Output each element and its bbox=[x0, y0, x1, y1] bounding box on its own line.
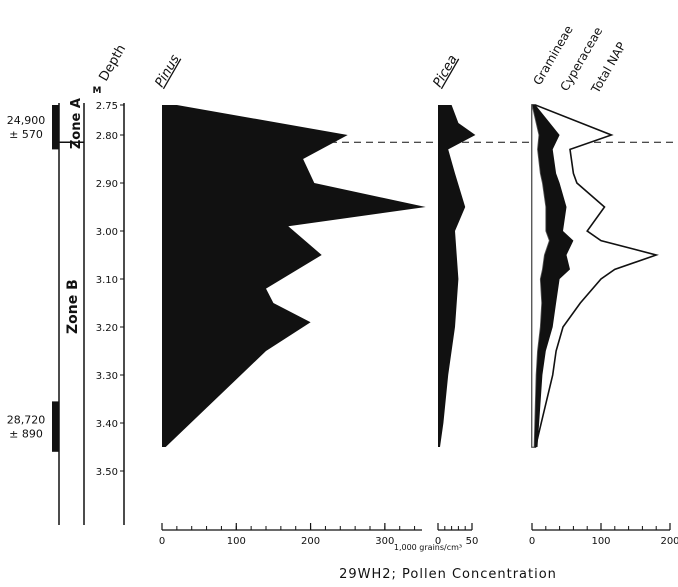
units-label: 1,000 grains/cm³ bbox=[394, 543, 462, 552]
pinus-area bbox=[162, 105, 426, 447]
x-tick-label: 100 bbox=[591, 536, 610, 547]
picea-area bbox=[438, 105, 476, 447]
x-tick-label: 100 bbox=[227, 536, 246, 547]
pinus-panel: Pinus 0 100 200 300 bbox=[152, 52, 426, 547]
date-bar bbox=[52, 401, 59, 452]
pinus-axis: 0 100 200 300 bbox=[159, 523, 422, 547]
depth-tick-label: 3.10 bbox=[96, 275, 118, 286]
picea-axis: 0 50 bbox=[435, 523, 479, 547]
zone-b-label: Zone B bbox=[65, 279, 81, 334]
depth-tick-label: 2.90 bbox=[96, 179, 118, 190]
depth-tick-label: 2.75 bbox=[96, 101, 118, 112]
depth-tick-label: 3.40 bbox=[96, 419, 118, 430]
date-error: ± 570 bbox=[9, 128, 43, 141]
x-tick-label: 200 bbox=[301, 536, 320, 547]
zone-a-label: Zone A bbox=[69, 98, 84, 149]
depth-tick-label: 3.50 bbox=[96, 467, 118, 478]
date-error: ± 890 bbox=[9, 428, 43, 441]
zone-column: Zone A Zone B bbox=[58, 98, 85, 525]
pinus-label: Pinus bbox=[152, 52, 182, 90]
gramineae-area bbox=[531, 104, 550, 448]
x-tick-label: 0 bbox=[529, 536, 535, 547]
x-tick-label: 0 bbox=[435, 536, 441, 547]
total-nap-area bbox=[531, 104, 659, 448]
x-tick-label: 0 bbox=[159, 536, 165, 547]
depth-column: M Depth 2.75 2.80 2.90 3.00 3.10 3.20 3.30 3.40… bbox=[93, 42, 129, 525]
radiocarbon-dates: 24,900 ± 570 28,720 ± 890 bbox=[7, 105, 59, 452]
nap-panel: Gramineae Cyperaceae Total NAP 0 100 200 bbox=[529, 23, 678, 547]
date-value: 28,720 bbox=[7, 414, 46, 427]
depth-ticks: 2.75 2.80 2.90 3.00 3.10 3.20 3.30 3.40 3.50 bbox=[96, 101, 124, 478]
chart-title: 29WH2; Pollen Concentration bbox=[339, 567, 557, 582]
date-bar bbox=[52, 105, 59, 150]
depth-tick-label: 3.00 bbox=[96, 227, 118, 238]
depth-tick-label: 3.30 bbox=[96, 371, 118, 382]
x-tick-label: 300 bbox=[375, 536, 394, 547]
depth-label: Depth bbox=[96, 42, 129, 84]
picea-panel: Picea 0 50 bbox=[430, 53, 478, 547]
x-tick-label: 200 bbox=[660, 536, 678, 547]
depth-tick-label: 2.80 bbox=[96, 131, 118, 142]
depth-tick-label: 3.20 bbox=[96, 323, 118, 334]
picea-label: Picea bbox=[430, 53, 460, 90]
nap-axis: 0 100 200 bbox=[529, 523, 678, 547]
depth-unit: M bbox=[93, 86, 102, 96]
date-value: 24,900 bbox=[7, 114, 46, 127]
x-tick-label: 50 bbox=[466, 536, 479, 547]
